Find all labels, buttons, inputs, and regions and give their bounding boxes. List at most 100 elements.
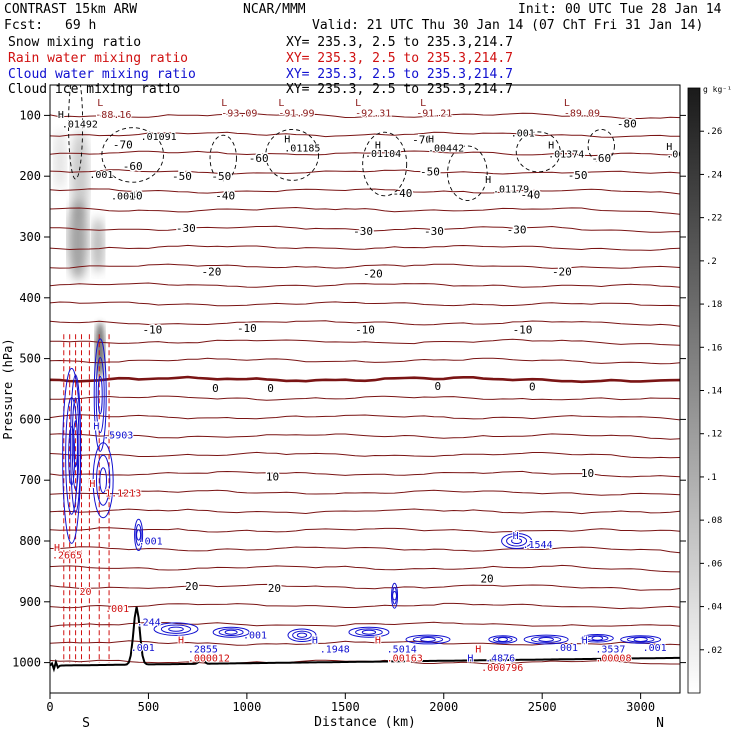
cloud-ice-contour [515,131,561,173]
isotherm-label: -50 [211,170,231,183]
isotherm-label: -70 [113,139,133,152]
cloud-water-contours [62,338,662,645]
extremum-label: L [564,98,570,109]
isotherm-label: -10 [513,323,533,336]
x-end-label-north: N [656,716,664,731]
init-time: Init: 00 UTC Tue 28 Jan 14 [518,2,722,17]
extremum-label: .01179 [493,184,529,195]
plot-frame [49,84,681,694]
extremum-label: L [355,98,361,109]
cloud-ice-contour [265,129,320,181]
model-title: CONTRAST 15km ARW [4,2,137,17]
isotherm-contour [50,169,680,175]
fcst-label: Fcst: [4,18,43,33]
extremum-label: H [475,645,481,656]
isotherm-label: 0 [529,381,536,394]
cloud-water-contour [95,454,111,506]
field-xy-rain: XY= 235.3, 2.5 to 235.3,214.7 [286,51,513,66]
isotherm-contour [50,433,680,440]
extremum-label: .001 [111,192,135,203]
x-axis: 0 500 1000 1500 2000 2500 3000 [46,693,655,714]
contour-labels: -80-70 -70-60 -60-60-50 -50 -50 -50-40 -40 -40-… [51,97,680,675]
colorbar-tick-label: .24 [706,170,722,180]
extremum-label: H [548,141,554,152]
cloud-water-contour [392,586,398,605]
isotherm-label: -40 [392,187,412,200]
cloud-water-contour [99,467,107,494]
extremum-label: H [582,635,588,646]
y-tick-label: 700 [19,473,41,487]
colorbar-tick-label: .16 [706,343,722,353]
isotherm-label: -70 [412,134,432,147]
field-name-cloud-water: Cloud water mixing ratio [8,67,196,82]
colorbar-tick-label: .1 [706,473,717,483]
isotherm-label: -10 [237,322,257,335]
extremum-label: .01374 [548,150,584,161]
extremum-label: H [312,635,318,646]
isotherm-label: -40 [215,190,235,203]
isotherm-contour [50,489,680,496]
cloud-water-contour [92,442,114,519]
x-axis-title: Distance (km) [314,715,416,730]
cloud-water-contour [391,582,399,609]
y-tick-label: 800 [19,534,41,548]
colorbar-tick-label: .18 [706,300,722,310]
x-tick-label: 500 [138,700,160,714]
extremum-label: -92.31 [355,108,391,119]
y-tick-label: 400 [19,291,41,305]
isotherm-label: -10 [355,323,375,336]
cloud-ice-contour [101,127,164,183]
cloud-water-contour [95,357,105,434]
isotherm-label: 20 [268,582,281,595]
colorbar-tick-label: .26 [706,127,722,137]
cloud-water-contour [361,629,377,635]
cloud-water-contour [511,538,523,544]
isotherm-contour [50,602,680,610]
isotherm-contour [50,527,680,533]
extremum-label: .001 [105,604,129,615]
cloud-water-contour [492,636,513,643]
isotherm-contour [50,150,680,157]
cloud-water-contour [538,636,554,642]
extremum-label: .5014 [387,645,417,656]
y-tick-label: 100 [19,108,41,122]
cloud-water-contour [501,533,533,549]
cloud-water-contour [93,338,107,452]
isotherm-label: 0 [435,380,442,393]
extremum-label: .000796 [481,663,523,674]
extremum-label: H [513,531,519,542]
isotherm-label: 0 [267,382,274,395]
snow-shading [54,130,105,378]
cloud-water-contour [134,518,144,552]
isotherm-label: -20 [202,266,222,279]
extremum-label: -89.09 [564,108,600,119]
extremum-label: L [97,98,103,109]
extremum-label: .5903 [103,431,133,442]
y-tick-label: 300 [19,230,41,244]
extremum-label: -91.99 [278,108,314,119]
cloud-water-contour [287,628,317,642]
isotherm-label: -60 [123,160,143,173]
extremum-label: .000012 [188,654,230,665]
colorbar-tick-label: .22 [706,214,722,224]
extremum-label: .2855 [188,645,218,656]
field-name-cloud-ice: Cloud ice mixing ratio [8,82,180,97]
isotherm-contour [50,546,680,554]
cloud-water-contour [591,635,604,641]
field-xy-cloud-water: XY= 235.3, 2.5 to 235.3,214.7 [286,67,513,82]
extremum-label: .001 [554,643,578,654]
cloud-water-contour [530,636,562,643]
cloud-water-contour [626,636,655,643]
colorbar-tick-label: .06 [706,559,722,569]
cloud-water-contour [506,535,528,547]
x-tick-label: 1500 [331,700,360,714]
x-tick-label: 1000 [232,700,261,714]
extremum-label: H [467,654,473,665]
isotherm-contour [50,564,680,573]
extremum-label: .4876 [485,654,515,665]
isotherm-contour [50,112,680,119]
isotherm-label: -20 [363,267,383,280]
cloud-ice-contours [68,85,615,201]
